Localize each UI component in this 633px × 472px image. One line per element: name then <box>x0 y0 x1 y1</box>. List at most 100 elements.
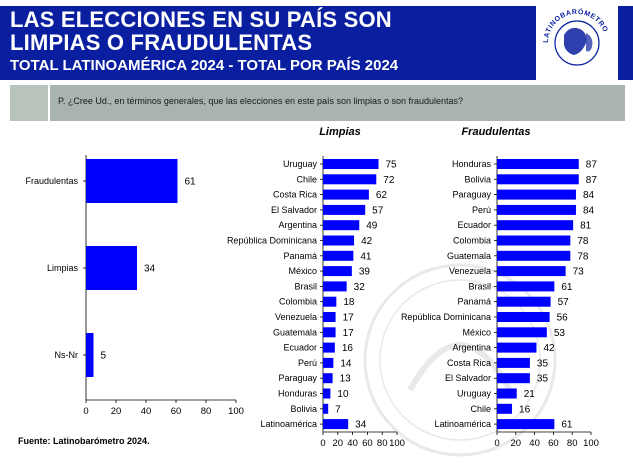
x-tick-label-5: 100 <box>583 438 599 449</box>
value-label-9: 57 <box>558 297 570 308</box>
value-label-1: 34 <box>144 264 156 275</box>
value-label-6: 78 <box>577 251 589 262</box>
category-label-3: Perú <box>472 205 491 215</box>
value-label-13: 35 <box>537 358 549 369</box>
question-text: P. ¿Cree Ud., en términos generales, que… <box>58 96 464 106</box>
bar-2 <box>323 189 369 200</box>
value-label-7: 73 <box>573 267 585 278</box>
value-label-6: 41 <box>360 251 372 262</box>
chart-total-latinoamerica: Fraudulentas 61 Limpias 34 Ns-Nr 5 0 20 40 60 80 10… <box>25 155 244 417</box>
bar-6 <box>497 250 571 261</box>
bar-1 <box>86 246 137 290</box>
bar-14 <box>323 373 333 384</box>
chart-limpias-por-pais: Limpias Uruguay 75 Chile 72 Costa Rica 62 El Sa… <box>227 126 405 449</box>
bar-15 <box>497 388 517 399</box>
category-label-15: Uruguay <box>457 389 492 399</box>
category-label-15: Honduras <box>278 389 318 399</box>
bar-10 <box>497 312 550 322</box>
category-label-4: Ecuador <box>457 220 491 230</box>
bar-12 <box>497 342 537 353</box>
x-tick-label-1: 20 <box>511 438 522 449</box>
category-label-2: Costa Rica <box>273 190 317 200</box>
latinobarometro-globe-icon: LATINOBARÓMETRO <box>536 3 618 81</box>
x-tick-label-0: 0 <box>320 438 325 449</box>
bar-9 <box>497 296 551 307</box>
bar-2 <box>86 333 94 377</box>
value-label-14: 13 <box>340 374 352 385</box>
bar-8 <box>323 281 347 292</box>
value-label-5: 78 <box>577 236 589 247</box>
category-label-9: Colombia <box>279 297 317 307</box>
chart-fraudulentas-por-pais: Fraudulentas Honduras 87 Bolivia 87 Paraguay 8… <box>401 126 599 449</box>
category-label-10: Venezuela <box>275 312 317 322</box>
value-label-11: 17 <box>343 328 355 339</box>
value-label-15: 10 <box>337 389 349 400</box>
category-label-1: Bolivia <box>464 174 491 184</box>
value-label-17: 34 <box>355 420 367 431</box>
category-label-2: Paraguay <box>452 190 491 200</box>
bar-17 <box>323 419 349 430</box>
value-label-13: 14 <box>340 358 352 369</box>
value-label-14: 35 <box>537 374 549 385</box>
value-label-16: 7 <box>335 404 341 415</box>
category-label-8: Brasil <box>294 281 317 291</box>
x-tick-label-4: 80 <box>567 438 578 449</box>
category-label-3: El Salvador <box>271 205 317 215</box>
category-label-10: República Dominicana <box>401 312 491 322</box>
bar-0 <box>497 159 579 169</box>
bar-2 <box>497 189 576 200</box>
bar-7 <box>323 266 352 277</box>
bar-3 <box>323 204 366 215</box>
category-label-14: Paraguay <box>278 373 317 383</box>
x-tick-label-0: 0 <box>494 438 499 449</box>
x-tick-label-4: 80 <box>377 438 388 449</box>
x-tick-label-5: 100 <box>228 406 244 417</box>
category-label-4: Argentina <box>278 220 317 230</box>
bar-7 <box>497 266 566 277</box>
value-label-1: 72 <box>383 175 395 186</box>
bar-0 <box>323 159 379 169</box>
category-label-16: Bolivia <box>290 404 317 414</box>
value-label-15: 21 <box>524 389 536 400</box>
watermark-seal-icon <box>363 263 557 457</box>
bar-13 <box>497 357 530 368</box>
category-label-8: Brasil <box>468 281 491 291</box>
bar-11 <box>497 327 547 338</box>
bar-12 <box>323 342 335 353</box>
value-label-4: 49 <box>366 221 378 232</box>
question-bar: P. ¿Cree Ud., en términos generales, que… <box>10 85 625 121</box>
category-label-13: Costa Rica <box>447 358 491 368</box>
bar-10 <box>323 312 336 322</box>
x-tick-label-2: 40 <box>347 438 358 449</box>
bar-6 <box>323 250 354 261</box>
bar-17 <box>497 419 555 430</box>
value-label-0: 87 <box>586 160 598 171</box>
value-label-17: 61 <box>561 420 573 431</box>
value-label-2: 5 <box>101 351 107 362</box>
x-tick-label-1: 20 <box>333 438 344 449</box>
source-note: Fuente: Latinobarómetro 2024. <box>18 436 150 446</box>
x-tick-label-2: 40 <box>529 438 540 449</box>
bar-11 <box>323 327 336 338</box>
category-label-0: Fraudulentas <box>25 176 78 186</box>
header: LAS ELECCIONES EN SU PAÍS SON LIMPIAS O … <box>0 0 633 82</box>
category-label-1: Limpias <box>47 263 79 273</box>
x-tick-label-0: 0 <box>83 406 88 417</box>
x-tick-label-1: 20 <box>111 406 122 417</box>
bar-3 <box>497 204 576 215</box>
category-label-5: República Dominicana <box>227 236 317 246</box>
value-label-10: 56 <box>557 313 569 324</box>
category-label-5: Colombia <box>453 236 491 246</box>
category-label-9: Panamá <box>457 297 491 307</box>
bar-15 <box>323 388 331 399</box>
bar-9 <box>323 296 337 307</box>
category-label-12: Ecuador <box>283 343 317 353</box>
category-label-0: Honduras <box>452 159 492 169</box>
subtitle: TOTAL LATINOAMÉRICA 2024 - TOTAL POR PAÍ… <box>10 57 399 74</box>
value-label-5: 42 <box>361 236 373 247</box>
bar-4 <box>497 220 574 231</box>
value-label-8: 32 <box>354 282 366 293</box>
category-label-2: Ns-Nr <box>55 350 79 360</box>
value-label-2: 84 <box>583 190 595 201</box>
